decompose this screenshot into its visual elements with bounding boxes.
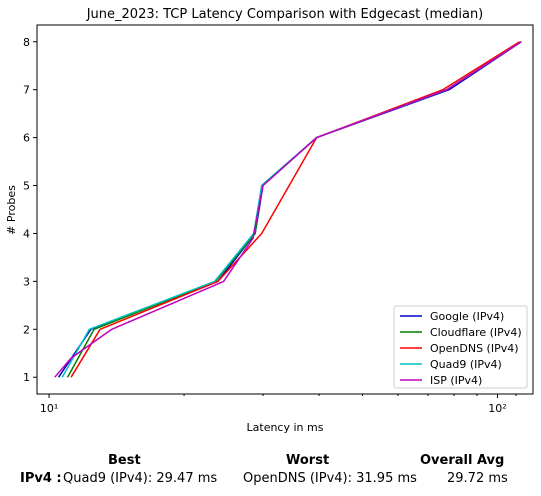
legend-label: Quad9 (IPv4) [430, 358, 502, 371]
legend-label: Cloudflare (IPv4) [430, 326, 522, 339]
y-tick-label: 5 [23, 180, 30, 193]
y-tick-label: 1 [23, 371, 30, 384]
legend-label: OpenDNS (IPv4) [430, 342, 519, 355]
best-value: Quad9 (IPv4): 29.47 ms [63, 471, 218, 486]
worst-header: Worst [286, 453, 330, 468]
chart-title: June_2023: TCP Latency Comparison with E… [86, 7, 484, 22]
worst-value: OpenDNS (IPv4): 31.95 ms [243, 471, 417, 486]
plot-frame [36, 24, 534, 395]
y-axis-label: # Probes [5, 185, 18, 235]
y-tick-label: 3 [23, 275, 30, 288]
x-tick-label: 10² [488, 402, 506, 415]
y-ticks: 1 2 3 4 5 6 7 8 [23, 36, 37, 384]
series-lines [54, 41, 522, 378]
y-tick-label: 7 [23, 84, 30, 97]
x-ticks: 10¹ 10² [40, 394, 517, 415]
overall-avg-value: 29.72 ms [447, 471, 508, 486]
legend: Google (IPv4) Cloudflare (IPv4) OpenDNS (I… [393, 305, 528, 389]
row-label: IPv4 : [20, 471, 62, 486]
legend-box [393, 305, 528, 389]
y-tick-label: 8 [23, 36, 30, 49]
best-header: Best [108, 453, 141, 468]
legend-label: Google (IPv4) [430, 310, 504, 323]
series-line [70, 41, 520, 378]
series-line [54, 41, 522, 378]
y-tick-label: 6 [23, 132, 30, 145]
x-tick-label: 10¹ [40, 402, 58, 415]
y-tick-label: 4 [23, 227, 30, 240]
y-tick-label: 2 [23, 323, 30, 336]
x-axis-label: Latency in ms [247, 421, 324, 434]
legend-label: ISP (IPv4) [430, 374, 482, 387]
overall-avg-header: Overall Avg [420, 453, 505, 468]
summary-panel: Best Worst Overall Avg IPv4 : Quad9 (IPv… [0, 450, 541, 496]
latency-chart: June_2023: TCP Latency Comparison with E… [5, 7, 534, 434]
